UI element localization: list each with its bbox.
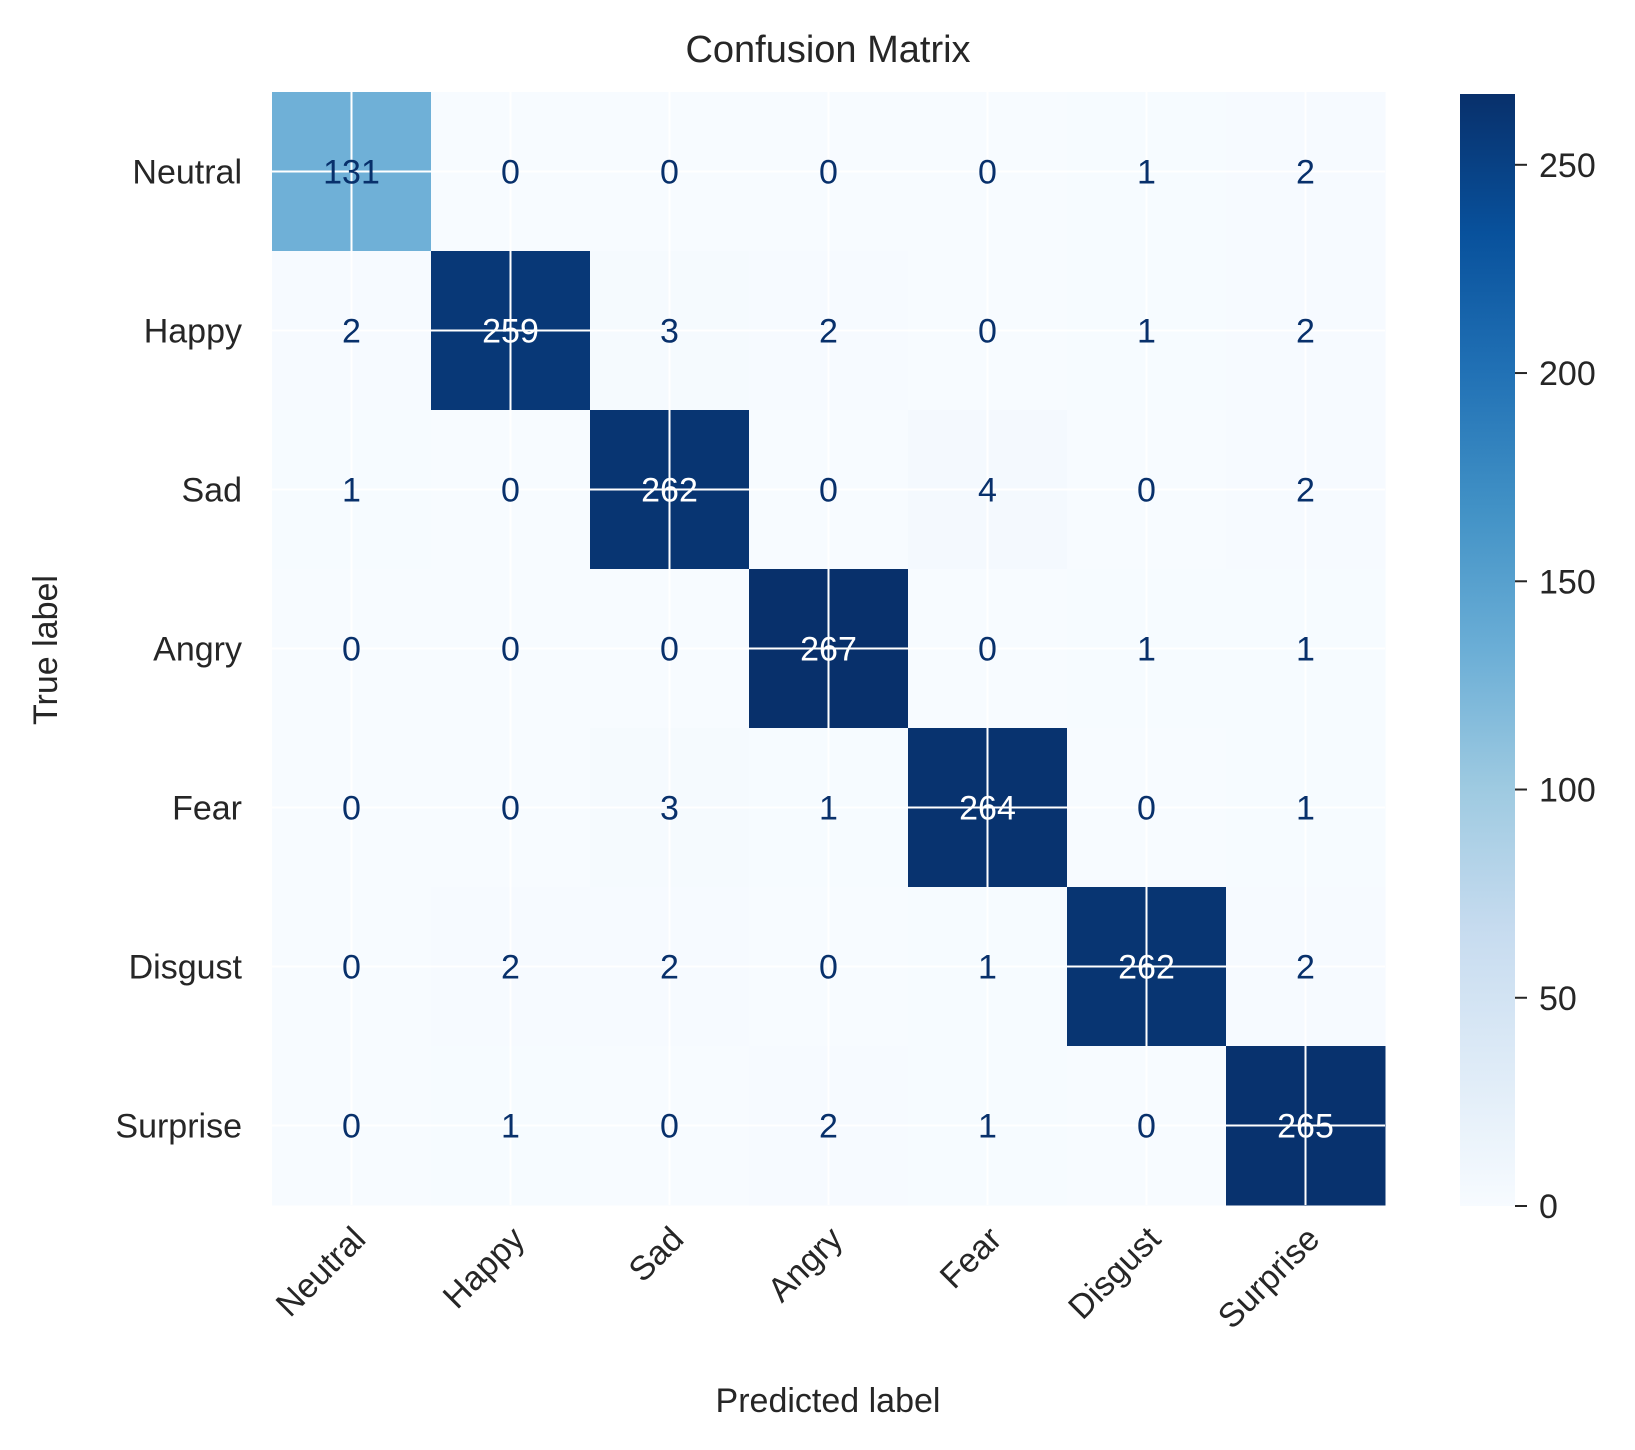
- cell-value-label: 0: [342, 949, 361, 987]
- cell-value-label: 1: [1296, 631, 1315, 669]
- colorbar: [1460, 94, 1515, 1206]
- colorbar-tick-label: 200: [1539, 355, 1596, 393]
- grid-lines: [272, 92, 1385, 1205]
- cell-value-label: 4: [978, 472, 997, 510]
- y-axis-label: True label: [27, 575, 65, 725]
- cell-value-label: 1: [819, 790, 838, 828]
- y-tick-label: Sad: [182, 472, 243, 510]
- y-tick-label: Angry: [153, 631, 242, 669]
- cell-value-label: 0: [978, 631, 997, 669]
- cell-value-label: 1: [978, 1108, 997, 1146]
- cell-value-label: 0: [501, 472, 520, 510]
- colorbar-tick-label: 250: [1539, 147, 1596, 185]
- x-tick-label: Happy: [436, 1220, 532, 1316]
- x-tick-label: Disgust: [1061, 1219, 1168, 1326]
- cell-value-label: 2: [1296, 949, 1315, 987]
- cell-value-label: 1: [978, 949, 997, 987]
- cell-value-label: 0: [819, 472, 838, 510]
- cell-value-label: 0: [1137, 1108, 1156, 1146]
- cell-value-label: 2: [1296, 472, 1315, 510]
- cell-value-label: 2: [819, 1108, 838, 1146]
- cell-value-label: 2: [819, 313, 838, 351]
- cell-value-label: 1: [501, 1108, 520, 1146]
- x-tick-label: Angry: [760, 1220, 850, 1310]
- cell-value-label: 0: [1137, 472, 1156, 510]
- x-tick-label: Neutral: [269, 1220, 373, 1324]
- cell-value-label: 2: [501, 949, 520, 987]
- y-tick-label: Fear: [172, 790, 242, 828]
- x-axis-label: Predicted label: [716, 1382, 941, 1420]
- cell-value-label: 1: [1137, 154, 1156, 192]
- cell-value-label: 3: [660, 313, 679, 351]
- cell-value-label: 0: [501, 631, 520, 669]
- cell-value-label: 262: [1118, 949, 1175, 987]
- cell-value-label: 1: [1137, 313, 1156, 351]
- cell-value-label: 2: [342, 313, 361, 351]
- cell-value-label: 0: [342, 1108, 361, 1146]
- cell-value-label: 0: [978, 154, 997, 192]
- y-tick-label: Happy: [144, 313, 242, 351]
- colorbar-tick-label: 50: [1539, 980, 1577, 1018]
- chart-title: Confusion Matrix: [685, 29, 970, 71]
- cell-value-label: 3: [660, 790, 679, 828]
- cell-value-label: 0: [501, 154, 520, 192]
- cell-value-label: 262: [641, 472, 698, 510]
- cell-value-labels: 131 0 0 0 0 1 2 2 259 3 2 0 1 2 1 0 262 0 4 0 2 0 0 0 267 0 1 1 0 0 3 1…: [323, 154, 1334, 1146]
- cell-value-label: 265: [1277, 1108, 1334, 1146]
- cell-value-label: 0: [1137, 790, 1156, 828]
- cell-value-label: 2: [1296, 313, 1315, 351]
- cell-value-label: 131: [323, 154, 380, 192]
- cell-value-label: 0: [978, 313, 997, 351]
- cell-value-label: 0: [819, 949, 838, 987]
- x-tick-label: Sad: [622, 1220, 692, 1290]
- cell-value-label: 0: [660, 1108, 679, 1146]
- y-tick-label: Surprise: [115, 1108, 242, 1146]
- cell-value-label: 1: [342, 472, 361, 510]
- colorbar-tick-label: 100: [1539, 772, 1596, 810]
- colorbar-tick-label: 0: [1539, 1188, 1558, 1226]
- colorbar-ticks: 0 50 100 150 200 250: [1515, 147, 1596, 1226]
- cell-value-label: 1: [1137, 631, 1156, 669]
- cell-value-label: 267: [800, 631, 857, 669]
- cell-value-label: 0: [660, 154, 679, 192]
- cell-value-label: 2: [660, 949, 679, 987]
- cell-value-label: 2: [1296, 154, 1315, 192]
- cell-value-label: 0: [342, 631, 361, 669]
- cell-value-label: 1: [1296, 790, 1315, 828]
- colorbar-tick-label: 150: [1539, 563, 1596, 601]
- y-tick-label: Disgust: [129, 949, 243, 987]
- x-tick-label: Surprise: [1211, 1220, 1327, 1336]
- x-tick-label: Fear: [933, 1220, 1009, 1296]
- cell-value-label: 259: [482, 313, 539, 351]
- y-axis-tick-labels: Neutral Happy Sad Angry Fear Disgust Surprise: [115, 154, 242, 1146]
- y-tick-label: Neutral: [132, 154, 242, 192]
- cell-value-label: 264: [959, 790, 1016, 828]
- x-axis-tick-labels: Neutral Happy Sad Angry Fear Disgust Surprise: [269, 1219, 1327, 1336]
- cell-value-label: 0: [819, 154, 838, 192]
- cell-value-label: 0: [501, 790, 520, 828]
- cell-value-label: 0: [660, 631, 679, 669]
- cell-value-label: 0: [342, 790, 361, 828]
